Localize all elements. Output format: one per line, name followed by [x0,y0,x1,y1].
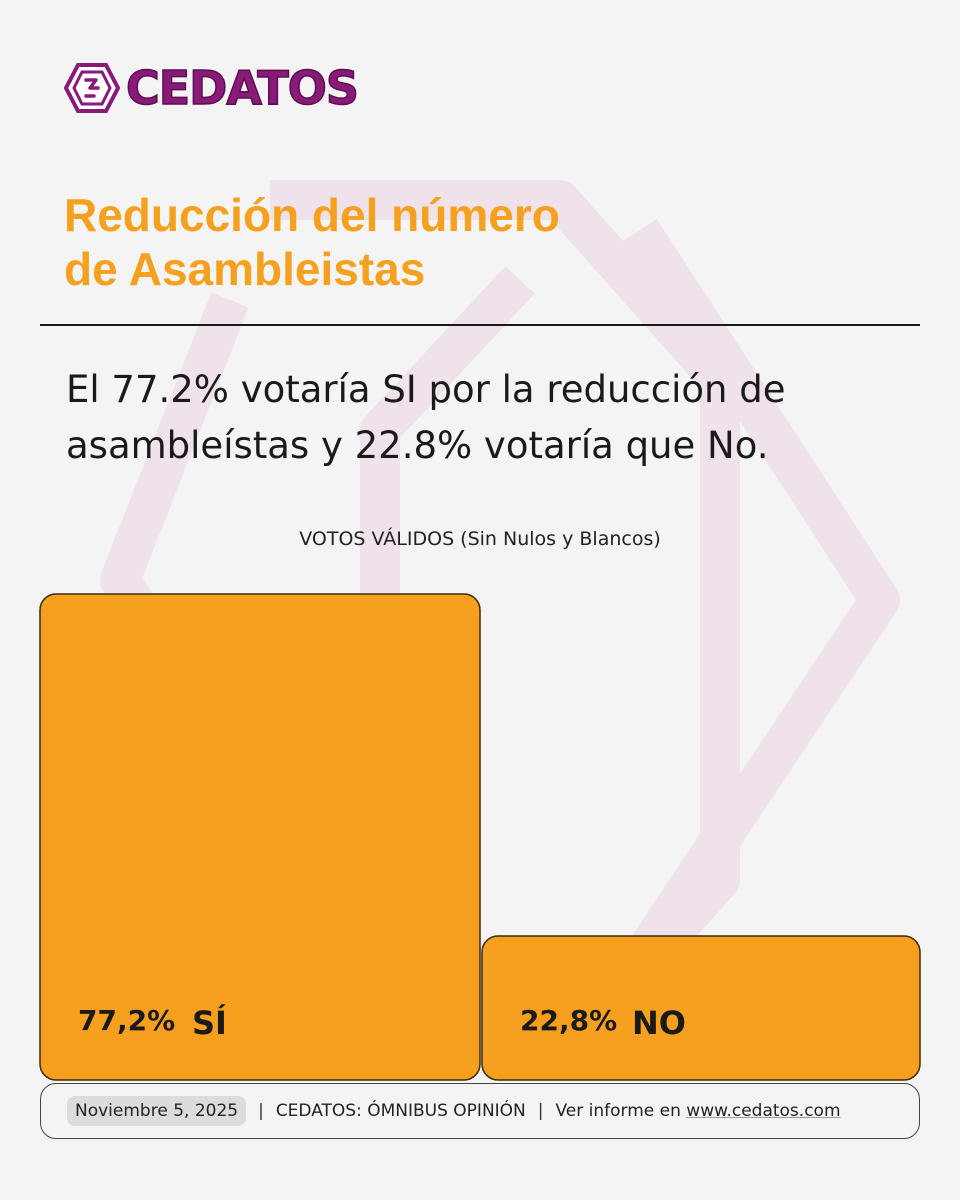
headline-line-2: asambleístas y 22.8% votaría que No. [66,424,769,467]
brand-name: CEDATOS [125,61,360,115]
headline: El 77.2% votaría SI por la reducción de … [66,362,906,474]
chart-title: VOTOS VÁLIDOS (Sin Nulos y Blancos) [299,528,661,550]
headline-line-1: El 77.2% votaría SI por la reducción de [66,368,786,411]
page-title: Reducción del número de Asambleistas [64,188,884,296]
footer-source: CEDATOS: ÓMNIBUS OPINIÓN [275,1101,526,1121]
footer-separator: | [537,1101,544,1121]
bar-si [39,593,481,1081]
cedatos-logo: CEDATOS [64,61,360,115]
footer-bar: Noviembre 5, 2025 | CEDATOS: ÓMNIBUS OPI… [40,1083,920,1139]
footer-date: Noviembre 5, 2025 [67,1096,247,1126]
footer-report-prefix: Ver informe en [555,1101,687,1121]
cedatos-logo-icon [64,63,120,113]
bar-no [481,935,921,1081]
bar-value-label: 77,2% [78,1004,175,1037]
footer-separator: | [258,1101,264,1121]
bar-category-label: NO [632,1004,686,1042]
title-divider [40,324,920,326]
bar-value-label: 22,8% [520,1004,617,1037]
title-line-1: Reducción del número [64,189,560,241]
footer-report-link[interactable]: www.cedatos.com [686,1101,841,1121]
title-line-2: de Asambleistas [64,243,426,295]
bar-category-label: SÍ [192,1004,227,1042]
